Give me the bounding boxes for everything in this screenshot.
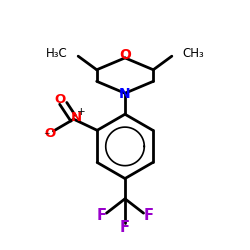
- Text: F: F: [96, 208, 106, 223]
- Text: F: F: [120, 220, 130, 235]
- Text: N: N: [119, 88, 131, 102]
- Text: O: O: [119, 48, 131, 62]
- Text: +: +: [77, 107, 86, 117]
- Text: H₃C: H₃C: [46, 47, 68, 60]
- Text: N: N: [70, 111, 82, 124]
- Text: O: O: [54, 93, 66, 106]
- Text: ⁻: ⁻: [43, 130, 49, 143]
- Text: F: F: [144, 208, 154, 223]
- Text: CH₃: CH₃: [182, 47, 204, 60]
- Text: O: O: [45, 127, 56, 140]
